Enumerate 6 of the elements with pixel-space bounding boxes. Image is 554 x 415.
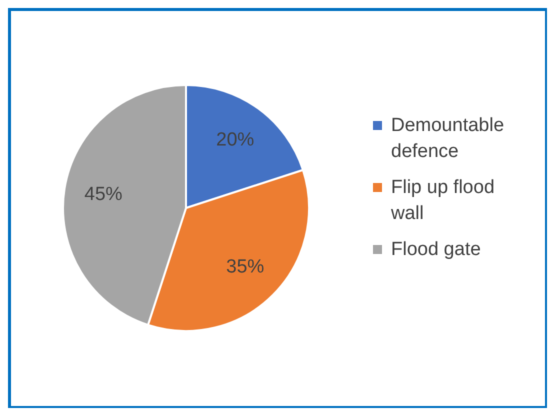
data-label: 20% — [216, 130, 254, 151]
legend-label: Flip up flood wall — [391, 176, 496, 226]
legend-label: Flood gate — [391, 238, 481, 262]
legend-label: Demountable defence — [391, 114, 506, 164]
data-label: 45% — [84, 184, 123, 206]
data-label: 35% — [226, 256, 264, 278]
